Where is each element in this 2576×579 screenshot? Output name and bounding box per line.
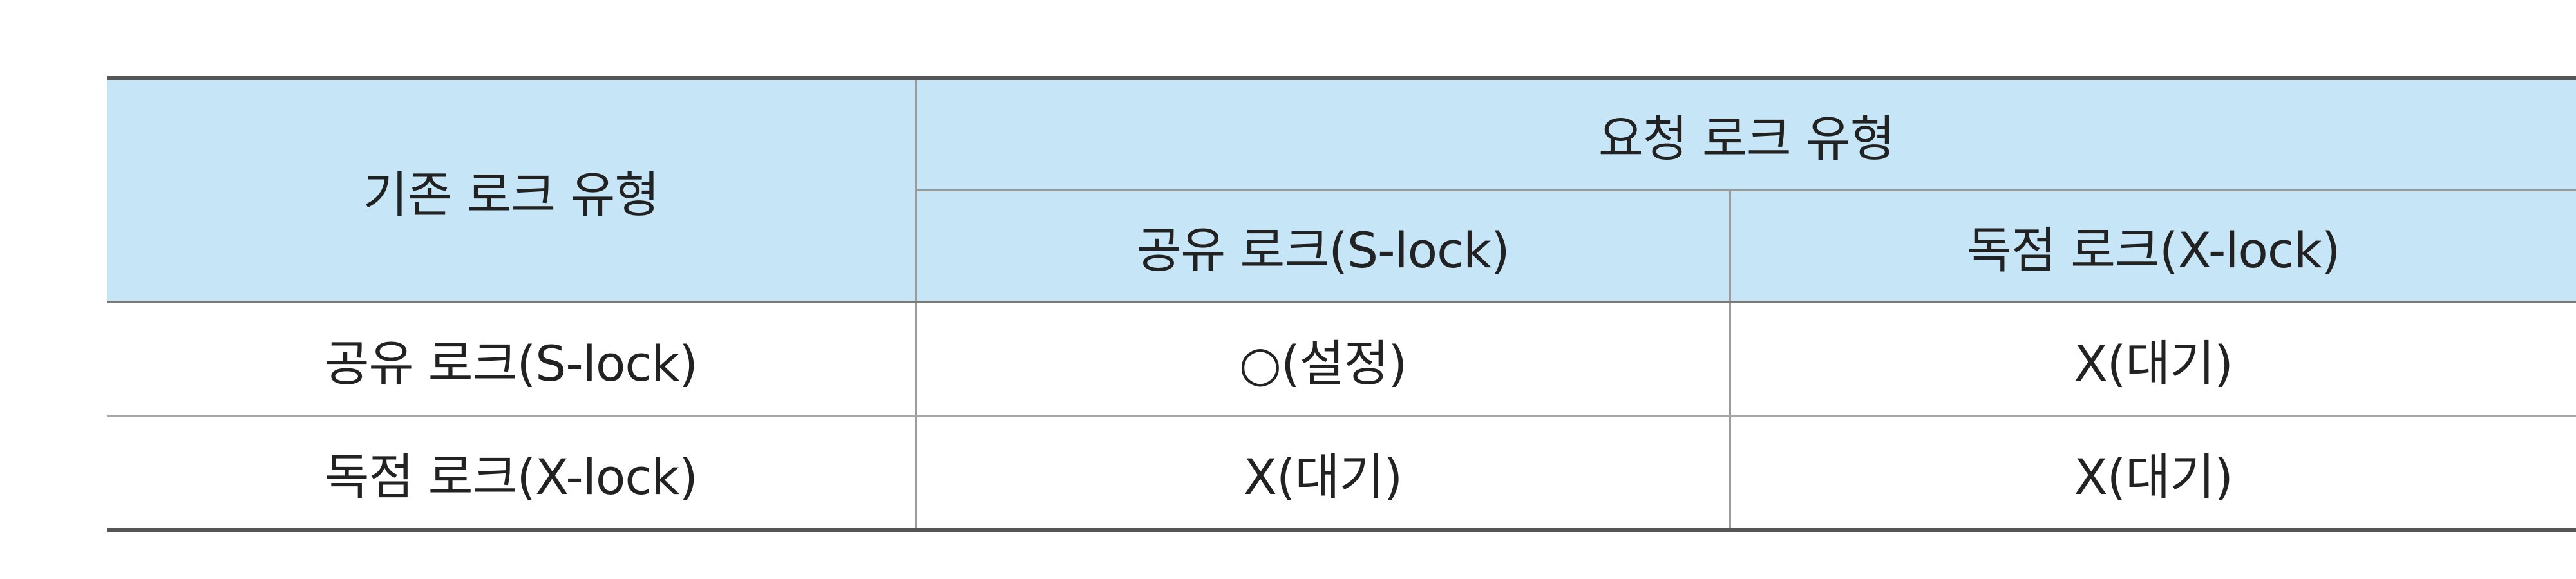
table-cell: X(대기)	[914, 416, 1730, 532]
table-cell: ○(설정)	[914, 302, 1730, 417]
column-header-shared-lock: 공유 로크(S-lock)	[914, 190, 1730, 303]
table-cell: X(대기)	[1728, 302, 2576, 417]
row-header-shared-lock: 공유 로크(S-lock)	[107, 302, 916, 417]
lock-compatibility-table: 기존 로크 유형 요청 로크 유형 공유 로크(S-lock) 독점 로크(X-…	[107, 76, 2576, 532]
row-header-exclusive-lock: 독점 로크(X-lock)	[107, 416, 916, 532]
table-row: 공유 로크(S-lock) ○(설정) X(대기)	[107, 302, 2576, 417]
requested-lock-type-header: 요청 로크 유형	[914, 76, 2576, 191]
column-header-exclusive-lock: 독점 로크(X-lock)	[1728, 190, 2576, 303]
table-row: 독점 로크(X-lock) X(대기) X(대기)	[107, 416, 2576, 532]
table-cell: X(대기)	[1728, 416, 2576, 532]
existing-lock-type-header: 기존 로크 유형	[107, 76, 916, 303]
